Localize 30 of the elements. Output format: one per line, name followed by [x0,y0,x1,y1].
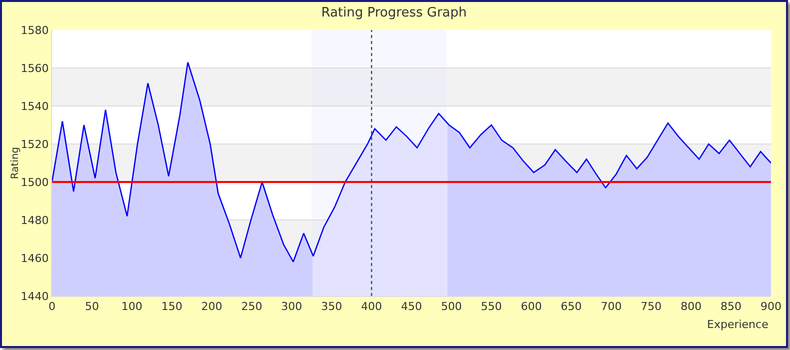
x-tick-label: 650 [560,300,582,314]
x-tick-label: 550 [480,300,502,314]
x-tick-label: 300 [281,300,302,314]
y-axis-title: Rating [10,146,21,180]
x-tick-label: 800 [680,300,702,314]
y-tick-label: 1480 [20,214,49,227]
x-tick-label: 100 [121,300,142,314]
x-tick-label: 50 [84,300,99,314]
y-tick-label: 1440 [20,290,49,303]
chart-title: Rating Progress Graph [321,5,467,20]
y-tick-label: 1540 [20,100,49,113]
x-tick-label: 250 [241,300,262,314]
y-tick-label: 1460 [20,252,49,265]
x-tick-label: 200 [201,300,222,314]
x-tick-label: 150 [161,300,182,314]
x-tick-label: 700 [600,300,622,314]
y-tick-label: 1520 [20,138,49,151]
x-tick-label: 900 [760,300,782,314]
x-tick-label: 350 [321,300,342,314]
x-tick-label: 600 [520,300,542,314]
x-tick-label: 750 [640,300,662,314]
x-tick-label: 0 [48,300,56,314]
x-tick-label: 500 [440,300,462,314]
y-tick-label: 1580 [20,24,49,37]
y-tick-label: 1500 [20,176,49,189]
x-tick-label: 850 [720,300,742,314]
x-tick-label: 450 [401,300,422,314]
y-tick-label: 1560 [20,62,49,75]
x-tick-label: 400 [361,300,382,314]
x-axis-title: Experience [707,318,769,331]
